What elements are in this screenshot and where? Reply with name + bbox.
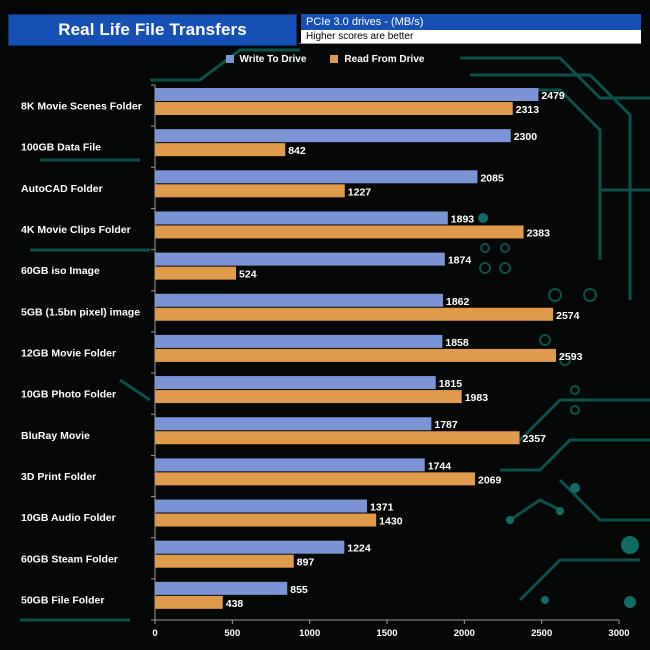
bar-write	[155, 170, 478, 184]
x-tick-label: 2500	[531, 628, 552, 639]
bar-read	[155, 554, 294, 568]
x-tick-label: 500	[224, 628, 240, 639]
data-label-read: 2383	[527, 227, 551, 239]
bar-write	[155, 499, 368, 513]
data-label-read: 842	[288, 145, 306, 157]
x-tick-label: 0	[152, 628, 157, 639]
bar-read	[155, 307, 554, 321]
x-tick-label: 1500	[376, 628, 397, 639]
bar-read	[155, 431, 520, 445]
data-label-write: 1787	[434, 419, 458, 431]
data-label-read: 438	[226, 598, 244, 610]
data-label-write: 2479	[541, 90, 565, 102]
data-label-read: 897	[297, 557, 315, 569]
data-label-write: 1224	[347, 543, 371, 555]
category-label: 4K Movie Clips Folder	[21, 224, 131, 236]
bar-write	[155, 88, 539, 101]
category-label: 5GB (1.5bn pixel) image	[21, 306, 140, 318]
bar-write	[155, 458, 425, 472]
data-label-write: 1858	[445, 337, 469, 349]
category-label: 3D Print Folder	[21, 471, 96, 483]
bar-read	[155, 266, 237, 280]
data-label-write: 1744	[428, 460, 452, 472]
chart-subtitle: PCIe 3.0 drives - (MB/s)	[298, 14, 641, 30]
category-label: 50GB File Folder	[21, 594, 104, 606]
data-label-write: 1862	[446, 296, 470, 308]
data-label-read: 1227	[348, 186, 372, 198]
data-label-write: 855	[290, 584, 308, 596]
data-label-write: 1371	[370, 502, 394, 514]
data-label-read: 2069	[478, 474, 502, 486]
x-tick-label: 2000	[454, 628, 475, 639]
category-label: 60GB iso Image	[21, 265, 100, 277]
legend-swatch-write	[225, 55, 234, 63]
bar-read	[155, 348, 557, 362]
bar-write	[155, 581, 288, 595]
bar-read	[155, 143, 286, 157]
legend-label-write: Write To Drive	[239, 53, 307, 65]
data-label-write: 1874	[448, 255, 472, 267]
data-label-read: 2313	[516, 104, 540, 116]
category-label: 60GB Steam Folder	[21, 553, 118, 565]
bar-write	[155, 417, 432, 431]
data-label-read: 2593	[559, 351, 583, 363]
data-label-write: 2300	[514, 131, 538, 143]
data-label-write: 1893	[451, 213, 475, 225]
bar-write	[155, 293, 443, 307]
bar-write	[155, 376, 436, 390]
bar-read	[155, 184, 345, 198]
bar-write	[155, 252, 445, 266]
x-tick-label: 3000	[608, 628, 629, 639]
legend: Write To Drive Read From Drive	[0, 52, 650, 66]
data-label-read: 2357	[523, 433, 547, 445]
bar-write	[155, 540, 345, 554]
category-label: 100GB Data File	[21, 142, 101, 154]
data-label-read: 1983	[465, 392, 489, 404]
x-tick-label: 1000	[299, 628, 320, 639]
category-label: BluRay Movie	[21, 430, 90, 442]
category-label: 10GB Photo Folder	[21, 389, 116, 401]
legend-swatch-read	[330, 55, 339, 63]
bar-read	[155, 390, 462, 404]
bar-write	[155, 334, 443, 348]
data-label-write: 2085	[480, 172, 504, 184]
bar-read	[155, 513, 377, 527]
bar-read	[155, 472, 476, 486]
data-label-read: 524	[239, 269, 257, 281]
bar-read	[155, 102, 513, 115]
legend-label-read: Read From Drive	[344, 53, 425, 65]
bar-read	[155, 225, 524, 239]
category-label: AutoCAD Folder	[21, 183, 103, 195]
chart-note: Higher scores are better	[298, 30, 641, 44]
category-label: 8K Movie Scenes Folder	[21, 101, 142, 113]
legend-entry-read: Read From Drive	[330, 52, 424, 66]
chart-title: Real Life File Transfers	[8, 14, 297, 46]
data-label-write: 1815	[439, 378, 463, 390]
bar-read	[155, 595, 223, 609]
data-label-read: 2574	[556, 310, 580, 322]
legend-entry-write: Write To Drive	[225, 52, 307, 66]
data-label-read: 1430	[379, 516, 403, 528]
chart-subtitle-block: PCIe 3.0 drives - (MB/s) Higher scores a…	[298, 14, 641, 44]
category-label: 10GB Audio Folder	[21, 512, 116, 524]
bar-write	[155, 211, 448, 225]
bar-write	[155, 129, 511, 143]
category-label: 12GB Movie Folder	[21, 348, 116, 360]
